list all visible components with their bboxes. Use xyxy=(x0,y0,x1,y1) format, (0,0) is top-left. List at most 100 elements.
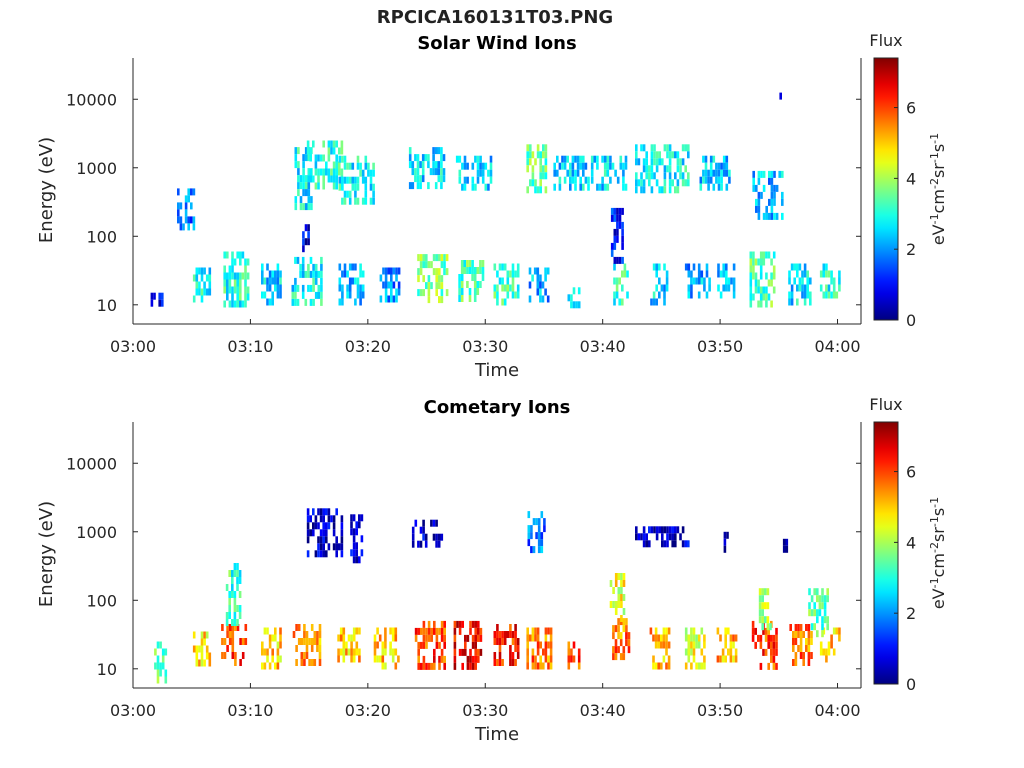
flux-cell xyxy=(236,577,239,584)
flux-cell xyxy=(463,162,467,170)
flux-cell xyxy=(527,525,531,533)
flux-cell xyxy=(420,662,423,670)
flux-cell xyxy=(464,641,467,649)
flux-cell xyxy=(332,140,336,148)
flux-cell xyxy=(356,284,360,292)
flux-cell xyxy=(571,155,575,163)
flux-cell xyxy=(471,260,474,267)
flux-cell xyxy=(662,641,666,649)
flux-cell xyxy=(479,169,482,177)
flux-cell xyxy=(476,281,480,288)
x-axis-label: Time xyxy=(474,724,519,745)
flux-cell xyxy=(617,587,621,594)
flux-cell xyxy=(313,638,317,645)
flux-cell xyxy=(479,634,483,642)
flux-cell xyxy=(553,183,556,191)
flux-cell xyxy=(316,638,319,645)
flux-cell xyxy=(635,151,638,159)
flux-cell xyxy=(314,291,318,299)
flux-cell xyxy=(463,176,467,184)
flux-cell xyxy=(796,263,799,271)
flux-cell xyxy=(355,521,358,529)
flux-cell xyxy=(835,291,839,299)
flux-cell xyxy=(511,652,515,659)
flux-cell xyxy=(575,301,578,309)
flux-cell xyxy=(408,154,412,162)
flux-cell xyxy=(708,284,711,292)
flux-cell xyxy=(752,177,755,185)
flux-cell xyxy=(498,263,502,271)
flux-cell xyxy=(687,270,691,278)
flux-cell xyxy=(530,525,533,533)
cluster-26 xyxy=(553,155,590,191)
flux-cell xyxy=(372,190,375,198)
flux-cell xyxy=(481,267,485,274)
flux-cell xyxy=(539,281,542,289)
flux-cell xyxy=(440,533,444,541)
flux-cell xyxy=(313,631,317,638)
flux-cell xyxy=(332,175,336,183)
flux-cell xyxy=(297,624,301,631)
flux-cell xyxy=(417,289,420,297)
flux-cell xyxy=(652,291,656,299)
flux-cell xyxy=(509,645,512,652)
flux-cell xyxy=(530,546,533,554)
flux-cell xyxy=(164,676,168,684)
flux-cell xyxy=(684,648,688,656)
flux-cell xyxy=(534,158,537,166)
flux-cell xyxy=(476,155,480,163)
flux-cell xyxy=(268,277,272,285)
flux-cell xyxy=(279,270,282,278)
colorbar-tick-label: 6 xyxy=(906,99,916,118)
flux-cell xyxy=(782,545,786,553)
flux-cell xyxy=(205,631,209,639)
flux-cell xyxy=(645,158,648,166)
flux-cell xyxy=(536,288,540,296)
cluster-6 xyxy=(379,267,401,303)
flux-cell xyxy=(764,634,768,642)
flux-cell xyxy=(690,277,693,285)
cluster-10 xyxy=(526,627,553,670)
flux-cell xyxy=(663,179,667,187)
flux-cell xyxy=(228,624,232,631)
flux-cell xyxy=(350,521,353,529)
flux-cell xyxy=(697,263,701,271)
flux-cell xyxy=(729,634,733,642)
cluster-17 xyxy=(788,263,812,306)
flux-cell xyxy=(317,270,321,278)
flux-cell xyxy=(496,659,499,666)
flux-cell xyxy=(208,267,212,275)
flux-cell xyxy=(325,522,328,530)
flux-cell xyxy=(481,176,485,184)
flux-cell xyxy=(622,580,626,587)
flux-cell xyxy=(341,183,344,191)
flux-cell xyxy=(372,169,375,177)
flux-cell xyxy=(781,198,784,206)
flux-cell xyxy=(417,540,420,548)
flux-cell xyxy=(759,293,763,301)
flux-cell xyxy=(437,533,441,541)
flux-cell xyxy=(773,191,776,199)
flux-cell xyxy=(838,270,841,278)
flux-cell xyxy=(577,662,581,670)
flux-cell xyxy=(440,655,444,663)
flux-cell xyxy=(422,526,425,534)
flux-cell xyxy=(302,161,305,169)
y-axis-label: Energy (eV) xyxy=(36,501,57,607)
flux-cell xyxy=(306,508,310,516)
flux-cell xyxy=(762,212,766,220)
flux-cell xyxy=(703,634,706,642)
flux-cell xyxy=(427,289,431,297)
flux-cell xyxy=(308,638,311,645)
flux-cell xyxy=(687,179,690,187)
flux-cell xyxy=(307,238,310,246)
cluster-4 xyxy=(291,256,323,306)
flux-cell xyxy=(354,190,357,198)
flux-cell xyxy=(704,155,708,163)
flux-cell xyxy=(373,648,377,656)
flux-cell xyxy=(749,258,753,266)
y-tick-label: 10000 xyxy=(66,454,117,473)
flux-cell xyxy=(476,169,480,177)
flux-cell xyxy=(274,270,277,278)
flux-cell xyxy=(563,155,567,163)
